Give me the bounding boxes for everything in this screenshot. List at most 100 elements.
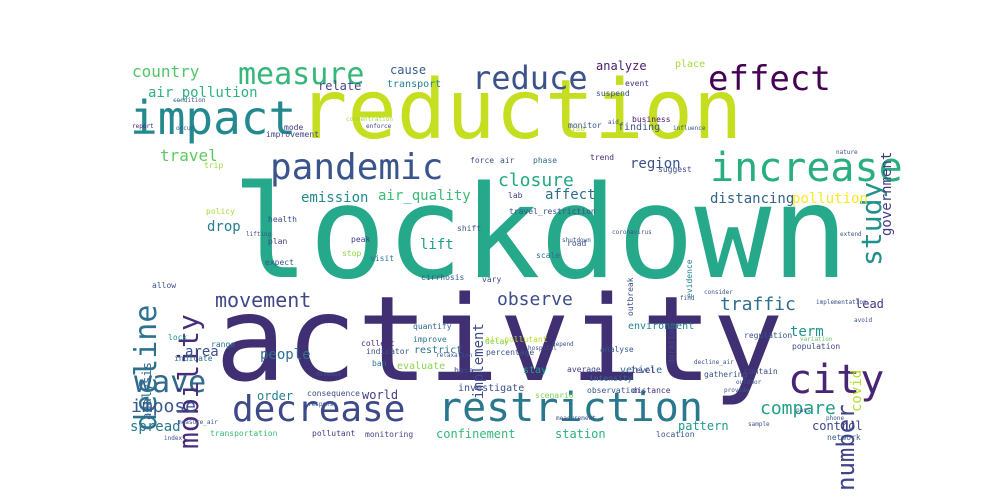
word-policy: policy [206, 207, 235, 216]
word-air-pollutant: air_pollutant [485, 335, 548, 344]
word-improvement: improvement [266, 130, 319, 139]
word-occur: occur [176, 125, 195, 132]
word-restriction: restriction [438, 385, 703, 431]
word-enforce: enforce [366, 123, 392, 130]
word-relaxation: relaxation [436, 352, 473, 359]
word-coronavirus: coronavirus [612, 229, 652, 236]
word-vary: vary [482, 275, 502, 284]
word-variation: variation [800, 336, 833, 343]
word-consequence: consequence [307, 389, 360, 398]
word-traffic: traffic [720, 294, 796, 315]
word-extend: extend [840, 231, 862, 238]
word-avoid: avoid [854, 317, 873, 324]
word-activity: activity [215, 270, 784, 408]
word-measure: measure [238, 57, 365, 92]
word-restrict: restrict [414, 345, 463, 356]
word-suspend: suspend [596, 89, 630, 98]
word-ban: ban [372, 359, 387, 368]
word-people: people [260, 347, 311, 363]
word-term: term [790, 324, 824, 340]
word-order: order [257, 389, 294, 403]
word-force: force [470, 156, 495, 165]
word-phase: phase [533, 156, 558, 165]
word-collect: collect [361, 339, 395, 348]
word-scenario: scenario [535, 391, 574, 400]
word-distancing: distancing [710, 191, 795, 207]
word-allow: allow [152, 281, 177, 290]
word-environment: environment [628, 321, 695, 332]
word-closure: closure [498, 170, 574, 191]
word-compare: compare [760, 398, 836, 419]
word-decrease: decrease [232, 389, 406, 430]
word-country: country [132, 62, 200, 81]
word-station: station [555, 427, 606, 441]
word-influence: influence [673, 125, 706, 132]
word-expect: expect [265, 258, 294, 267]
word-road: road [567, 239, 587, 248]
word-population: population [792, 342, 841, 351]
word-delay: delay [485, 337, 510, 346]
word-gathering: gathering [704, 370, 748, 379]
word-shutdown: shutdown [562, 237, 591, 244]
word-duration: duration [667, 325, 676, 365]
word-percentage: percentage [486, 348, 535, 357]
word-pollutant: pollutant [312, 429, 356, 438]
word-drop: drop [207, 219, 241, 235]
word-visit: visit [370, 254, 395, 263]
word-control: control [812, 419, 863, 433]
word-spread: spread [130, 419, 181, 435]
word-suggest: suggest [658, 165, 692, 174]
word-depend: depend [552, 341, 574, 348]
word-air: air [500, 156, 515, 165]
word-index: index [164, 435, 183, 442]
word-investigate: investigate [458, 383, 525, 394]
word-analyse: analyse [600, 345, 634, 354]
word-cause: cause [390, 63, 427, 77]
word-health: health [268, 215, 297, 224]
word-regulation: regulation [744, 331, 793, 340]
word-city: city [788, 357, 885, 403]
word-monitor: monitor [568, 121, 602, 130]
word-transport: transport [387, 79, 442, 90]
word-movement: movement [215, 288, 312, 312]
word-network: network [827, 433, 861, 442]
word-lead: lead [855, 297, 884, 311]
word-decline-air: decline_air [694, 359, 734, 366]
word-lab: lab [508, 191, 523, 200]
word-outdoor: outdoor [736, 379, 762, 386]
word-stop: stop [342, 249, 362, 258]
word-transportation: transportation [210, 429, 278, 438]
word-wave: wave [134, 365, 207, 400]
word-evidence: evidence [685, 259, 694, 299]
word-reduce: reduce [472, 59, 588, 97]
word-indicator: indicator [366, 347, 410, 356]
word-stay: stay [523, 365, 548, 376]
word-trend: trend [590, 153, 615, 162]
word-mode: mode [284, 123, 304, 132]
word-location: location [656, 430, 695, 439]
word-plan: plan [268, 237, 288, 246]
word-measure-air: measure_air [178, 419, 218, 426]
word-analysis: analysis [140, 361, 154, 420]
word-hospital: hospital [528, 345, 557, 352]
word-scale: scale [536, 251, 561, 260]
word-finding: finding [618, 122, 661, 133]
word-reduction: reduction [298, 63, 743, 158]
word-monitoring: monitoring [365, 430, 414, 439]
word-event: event [625, 79, 650, 88]
word-outbreak: outbreak [626, 277, 635, 317]
word-vehicle: vehicle [620, 365, 663, 376]
word-indicate: indicate [174, 354, 213, 363]
word-air-pollution: air_pollution [148, 85, 258, 101]
word-average: average [567, 365, 601, 374]
word-contain: contain [744, 367, 778, 376]
word-place: place [675, 59, 706, 70]
word-observe: observe [497, 289, 573, 310]
word-improve: improve [413, 335, 447, 344]
word-base: base [454, 366, 474, 375]
word-disease: disease [316, 371, 342, 378]
word-quantify: quantify [413, 322, 452, 331]
word-nature: nature [836, 149, 858, 156]
word-affect: affect [545, 187, 596, 203]
word-covid: covid [849, 369, 865, 412]
